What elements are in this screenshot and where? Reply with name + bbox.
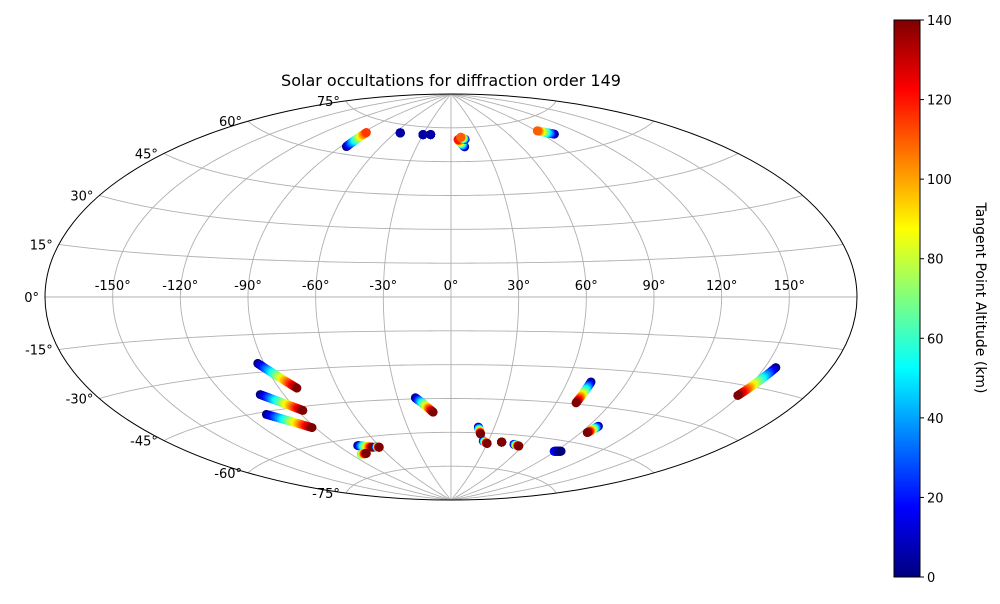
x-tick-label: -30° [369, 279, 397, 294]
x-tick-label: 90° [642, 279, 665, 294]
x-tick-label: -120° [162, 279, 198, 294]
occultation-point [556, 446, 566, 456]
x-tick-label: 150° [774, 279, 805, 294]
occultation-track [410, 393, 438, 417]
chart-title: Solar occultations for diffraction order… [281, 71, 621, 90]
parallel-line [163, 153, 739, 196]
parallel-line [99, 195, 803, 230]
colorbar-ticks: 0 20 40 60 80 100 120 140 [920, 14, 952, 586]
colorbar-tick-label: 40 [927, 412, 944, 427]
parallel-line [58, 330, 844, 350]
parallel-line [99, 364, 803, 399]
occultation-track [473, 422, 486, 439]
occultation-point [418, 130, 428, 140]
occultation-track [356, 448, 371, 459]
x-tick-label: -60° [302, 279, 330, 294]
y-tick-label: -30° [66, 393, 94, 408]
occultation-point [532, 126, 542, 136]
occultation-point [307, 423, 317, 433]
occultation-markers [253, 126, 781, 459]
occultation-track [261, 409, 317, 433]
x-tick-label: -90° [234, 279, 262, 294]
occultation-point [298, 405, 308, 415]
x-tick-label: 0° [444, 279, 459, 294]
occultation-point [733, 390, 743, 400]
map-boundary [44, 93, 858, 501]
occultation-track [418, 130, 428, 140]
occultation-track [253, 358, 302, 393]
occultation-track [395, 128, 405, 138]
y-tick-label: -75° [312, 487, 340, 502]
colorbar-tick-label: 140 [927, 14, 952, 29]
occultation-track [549, 446, 566, 456]
parallel-line [345, 465, 557, 494]
parallel-line [58, 244, 844, 264]
parallel-line [247, 120, 655, 163]
occultation-point [582, 428, 592, 438]
colorbar: 0 20 40 60 80 100 120 140 Tangent Point Altitud… [893, 14, 988, 586]
x-tick-label: -150° [95, 279, 131, 294]
occultation-point [497, 437, 507, 447]
y-tick-label: 75° [317, 95, 340, 110]
parallel-line [163, 398, 739, 441]
occultation-point [456, 132, 466, 142]
occultation-track [426, 130, 436, 140]
parallel-line [247, 431, 655, 474]
occultation-point [426, 130, 436, 140]
y-tick-label: -15° [25, 344, 53, 359]
colorbar-tick-label: 20 [927, 491, 944, 506]
occultation-point [374, 442, 384, 452]
y-tick-label: -45° [130, 435, 158, 450]
y-tick-label: 30° [70, 190, 93, 205]
graticule-grid [45, 94, 857, 500]
occultation-track [571, 377, 596, 408]
occultation-track [532, 126, 559, 139]
y-tick-label: 15° [30, 239, 53, 254]
colorbar-tick-label: 0 [927, 571, 935, 586]
longitude-tick-labels: -150° -120° -90° -60° -30° 0° 30° 60° 90° 120° 150… [95, 279, 805, 294]
occultation-point [361, 448, 371, 458]
occultation-track [497, 437, 507, 447]
occultation-track [478, 436, 492, 448]
occultation-point [514, 441, 524, 451]
colorbar-tick-label: 100 [927, 173, 952, 188]
latitude-tick-labels: -75° -60° -45° -30° -15° 0° 15° 30° 45° 60° 75° [24, 95, 340, 502]
y-tick-label: 0° [24, 291, 39, 306]
colorbar-tick-label: 120 [927, 94, 952, 109]
occultation-track [582, 421, 603, 438]
parallel-line [345, 100, 557, 129]
occultation-point [571, 398, 581, 408]
occultation-point [476, 429, 486, 439]
occultation-track [509, 439, 524, 451]
occultation-point [361, 128, 371, 138]
colorbar-tick-label: 80 [927, 253, 944, 268]
x-tick-label: 60° [575, 279, 598, 294]
colorbar-gradient [893, 19, 921, 578]
occultation-point [482, 438, 492, 448]
y-tick-label: 60° [219, 115, 242, 130]
y-tick-label: -60° [214, 467, 242, 482]
occultation-track [341, 128, 371, 152]
occultation-track [371, 442, 384, 452]
y-tick-label: 45° [135, 148, 158, 163]
occultation-point [292, 383, 302, 393]
occultation-track [456, 132, 470, 144]
occultation-point [428, 407, 438, 417]
x-tick-label: 30° [507, 279, 530, 294]
occultation-track [255, 390, 308, 415]
occultation-point [395, 128, 405, 138]
colorbar-tick-label: 60 [927, 332, 944, 347]
x-tick-label: 120° [706, 279, 737, 294]
occultation-track [733, 363, 781, 400]
colorbar-label: Tangent Point Altitude (km) [972, 201, 988, 393]
